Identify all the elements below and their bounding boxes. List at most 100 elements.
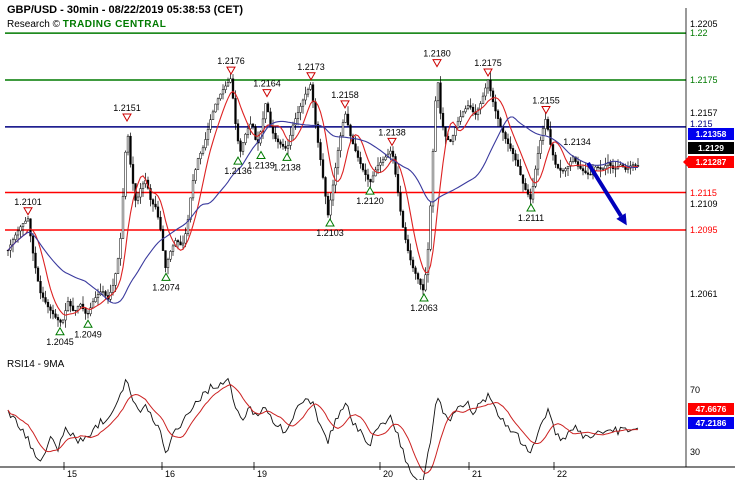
candle-body xyxy=(239,140,242,152)
candle-body xyxy=(69,301,72,307)
candle-body xyxy=(14,234,17,240)
candle-body xyxy=(544,119,547,130)
candle-body xyxy=(519,165,522,176)
candle-body xyxy=(584,170,587,174)
candle-body xyxy=(409,250,412,261)
chart-line xyxy=(7,377,639,480)
candle-body xyxy=(491,90,495,103)
swing-high-marker-icon xyxy=(226,66,236,76)
axis-price-label: 1.2175 xyxy=(690,75,718,85)
candle-body xyxy=(369,179,372,183)
candle-body xyxy=(229,78,232,83)
candle-body xyxy=(334,167,337,186)
candle-body xyxy=(626,167,630,170)
forecast-arrow-shaft xyxy=(586,161,623,218)
axis-price-label: 1.2095 xyxy=(690,225,718,235)
candle-body xyxy=(169,251,172,260)
candle-body xyxy=(404,227,407,240)
swing-high-label: 1.2101 xyxy=(14,197,42,207)
time-axis-label: 21 xyxy=(472,469,482,479)
candle-body xyxy=(196,158,200,170)
candle-body xyxy=(84,308,87,314)
candle-body xyxy=(516,159,520,167)
candle-body xyxy=(346,113,350,126)
candle-body xyxy=(581,168,585,172)
candle-body xyxy=(116,258,120,274)
candle-body xyxy=(451,135,455,142)
candle-body xyxy=(21,223,25,228)
candle-body xyxy=(41,292,45,298)
time-axis-label: 22 xyxy=(557,469,567,479)
forecast-arrow-head-icon xyxy=(616,213,627,226)
candle-body xyxy=(506,138,510,145)
candle-body xyxy=(16,230,20,236)
candle-body xyxy=(194,169,197,181)
candle-body xyxy=(324,177,327,197)
axis-price-label: 1.2115 xyxy=(690,188,717,198)
candle-body xyxy=(209,119,212,130)
candle-body xyxy=(249,123,252,130)
swing-high-label: 1.2164 xyxy=(253,79,281,89)
candle-body xyxy=(604,165,607,169)
candle-body xyxy=(114,273,117,286)
candle-body xyxy=(539,140,542,154)
candle-body xyxy=(234,98,237,124)
candle-body xyxy=(599,167,602,170)
candle-body xyxy=(421,284,425,291)
candle-body xyxy=(484,87,487,97)
chart-line xyxy=(7,90,638,316)
candle-body xyxy=(454,127,457,136)
candle-body xyxy=(554,154,557,165)
candle-body xyxy=(56,317,60,321)
candle-body xyxy=(29,218,32,237)
candle-body xyxy=(524,183,527,190)
candle-body xyxy=(286,145,290,149)
swing-low-marker-icon xyxy=(256,150,266,159)
candle-body xyxy=(136,196,140,201)
candle-body xyxy=(274,132,277,140)
candle-body xyxy=(101,291,105,293)
candle-body xyxy=(319,142,322,160)
axis-price-label: 1.22 xyxy=(690,28,708,38)
candle-body xyxy=(141,183,145,189)
swing-high-marker-icon xyxy=(340,100,350,109)
candle-body xyxy=(31,235,35,254)
swing-high-marker-icon xyxy=(387,137,397,147)
last-price-badge: 1.2129 xyxy=(688,142,734,154)
candle-body xyxy=(179,241,182,246)
candle-body xyxy=(494,101,497,112)
candle-body xyxy=(614,168,617,170)
candle-body xyxy=(66,301,70,311)
rsi-value-badge: 47.2186 xyxy=(688,417,734,429)
candle-body xyxy=(534,168,537,187)
candle-body xyxy=(156,206,160,218)
candle-body xyxy=(499,118,502,127)
chart-title: GBP/USD - 30min - 08/22/2019 05:38:53 (C… xyxy=(7,4,243,16)
candle-body xyxy=(566,165,570,169)
candle-body xyxy=(631,164,635,167)
candle-body xyxy=(181,242,185,246)
trading-central-brand: TRADING CENTRAL xyxy=(62,19,167,30)
candle-body xyxy=(121,195,125,239)
candle-body xyxy=(81,303,85,310)
candle-body xyxy=(276,138,280,143)
swing-high-label: 1.2158 xyxy=(331,90,359,100)
candle-body xyxy=(299,106,302,113)
candle-body xyxy=(161,229,165,251)
candle-body xyxy=(311,84,315,103)
chart-header: GBP/USD - 30min - 08/22/2019 05:38:53 (C… xyxy=(7,4,243,30)
candle-body xyxy=(624,166,627,170)
candle-body xyxy=(356,150,360,158)
candle-body xyxy=(246,128,250,135)
candle-body xyxy=(511,148,515,154)
candle-body xyxy=(86,313,90,315)
candle-body xyxy=(111,285,115,293)
candle-body xyxy=(314,101,317,125)
swing-low-label: 1.2138 xyxy=(273,162,301,172)
candle-body xyxy=(34,252,37,269)
research-line: Research © TRADING CENTRAL xyxy=(7,19,243,30)
candle-body xyxy=(536,153,540,170)
swing-low-label: 1.2049 xyxy=(74,329,102,339)
swing-high-label: 1.2138 xyxy=(378,127,406,137)
